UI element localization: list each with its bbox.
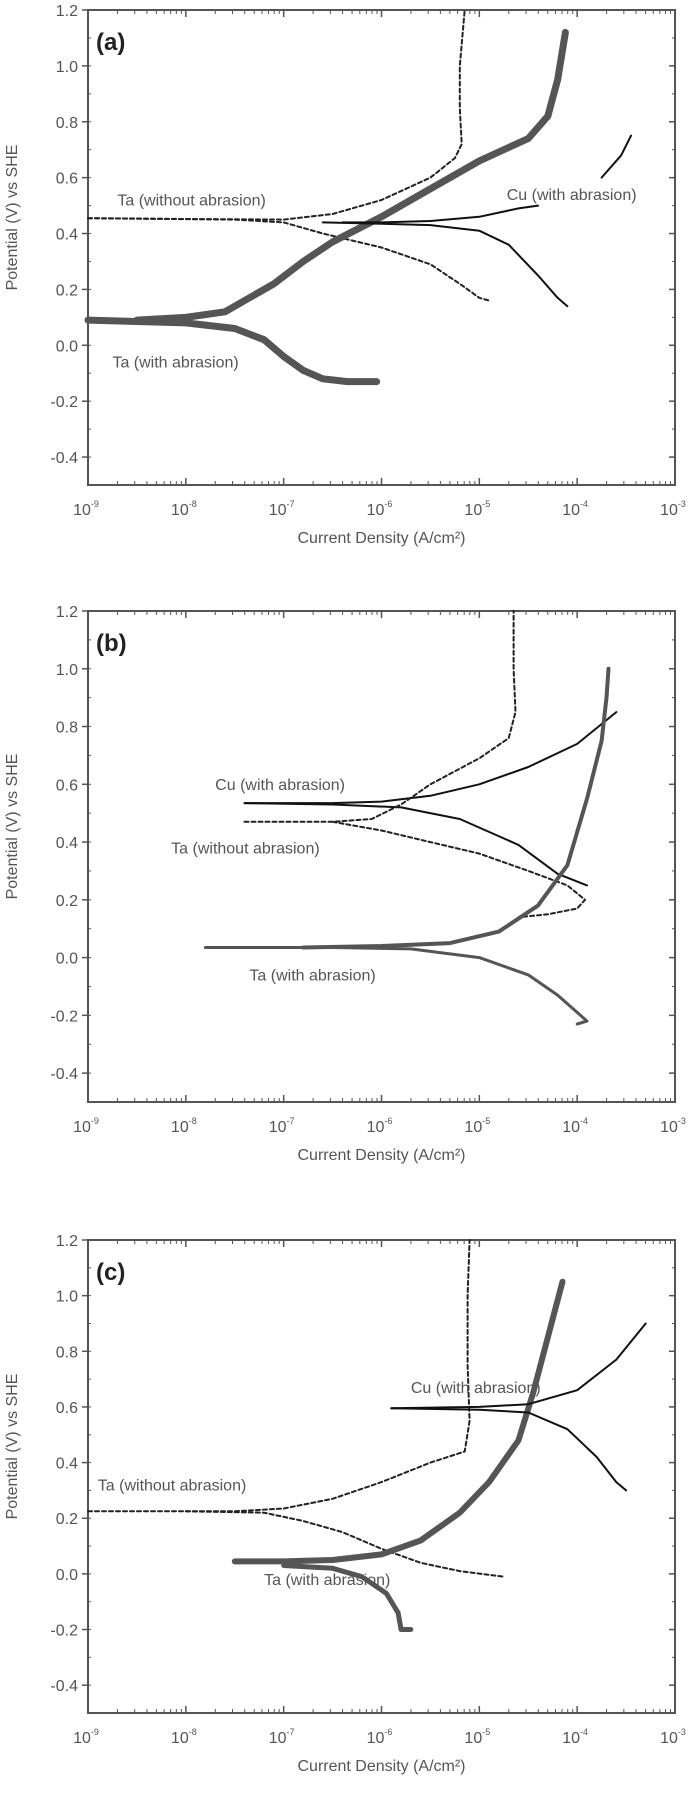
x-tick-label: 10-7 (269, 499, 295, 519)
curve-ta-without-abrasion-cathodic (184, 1510, 505, 1578)
x-tick-label: 10-6 (367, 1116, 393, 1136)
x-tick-label: 10-9 (73, 499, 99, 519)
x-tick-label: 10-6 (367, 499, 393, 519)
x-tick-label: 10-4 (562, 1116, 588, 1136)
y-tick-label: 0.8 (56, 720, 78, 737)
y-tick-label: 0.4 (56, 1456, 78, 1473)
y-tick-label: -0.2 (50, 394, 78, 411)
y-tick-label: -0.4 (50, 1678, 78, 1695)
y-tick-label: 0.2 (56, 282, 78, 299)
curve-ta-with-abrasion-cathodic (84, 316, 381, 386)
curve-annotation: Ta (without abrasion) (98, 1477, 247, 1494)
x-tick-label: 10-3 (660, 499, 686, 519)
curve-ta-with-abrasion-anodic (231, 1278, 566, 1565)
curve-annotation: Ta (without abrasion) (117, 193, 266, 210)
curve-ta-with-abrasion-cathodic (281, 1563, 414, 1632)
y-tick-label: -0.2 (50, 1008, 78, 1025)
y-tick-label: 1.2 (56, 3, 78, 20)
curve-annotation: Cu (with abrasion) (411, 1380, 541, 1397)
curve-cu-with-abrasion-cathodic (321, 221, 569, 308)
panel-c: 1.2 1.0 0.8 0.6 0.4 0.2 0.0 -0.2 -0.4 10-9 10-8 10-… (4, 1233, 686, 1775)
y-tick-label: -0.2 (50, 1623, 78, 1640)
y-tick-label: 0.6 (56, 171, 78, 188)
y-tick-label: 0.4 (56, 835, 78, 852)
x-axis-title: Current Density (A/cm²) (297, 1758, 465, 1775)
y-tick-label: 0.0 (56, 338, 78, 355)
x-tick-label: 10-8 (171, 1727, 197, 1747)
y-tick-label: -0.4 (50, 450, 78, 467)
curve-annotation: Ta (with abrasion) (249, 968, 375, 985)
x-tick-label: 10-8 (171, 1116, 197, 1136)
curve-ta-without-abrasion-anodic (243, 610, 517, 823)
y-tick-label: 1.2 (56, 604, 78, 621)
y-tick-label: 0.2 (56, 1511, 78, 1528)
x-tick-label: 10-4 (562, 499, 588, 519)
curve-ta-without-abrasion-anodic (87, 9, 466, 221)
curve-annotation: Cu (with abrasion) (215, 777, 345, 794)
curve-annotation: Ta (with abrasion) (264, 1572, 390, 1589)
y-tick-label: 0.0 (56, 951, 78, 968)
y-tick-label: 1.0 (56, 1289, 78, 1306)
y-tick-label: 1.2 (56, 1233, 78, 1250)
curve-ta-without-abrasion-anodic (87, 1239, 471, 1513)
x-tick-label: 10-3 (660, 1727, 686, 1747)
x-tick-label: 10-9 (73, 1727, 99, 1747)
y-axis-title: Potential (V) vs SHE (4, 754, 21, 900)
curve-annotation: Ta (without abrasion) (171, 841, 320, 858)
curve-cu-with-abrasion-upper-branch (600, 134, 632, 179)
y-tick-label: 0.6 (56, 777, 78, 794)
y-tick-label: 0.6 (56, 1400, 78, 1417)
curve-ta-without-abrasion-cathodic (87, 217, 491, 302)
y-tick-label: 1.0 (56, 662, 78, 679)
x-tick-label: 10-8 (171, 499, 197, 519)
curve-ta-with-abrasion-anodic (301, 666, 611, 950)
panel-label: (b) (96, 630, 127, 657)
y-tick-label: 0.8 (56, 115, 78, 132)
curve-annotation: Ta (with abrasion) (112, 355, 238, 372)
curve-cu-with-abrasion-anodic (390, 1322, 647, 1410)
x-tick-label: 10-5 (464, 1116, 490, 1136)
curve-annotation: Cu (with abrasion) (507, 187, 637, 204)
y-tick-label: 0.0 (56, 1567, 78, 1584)
x-axis-title: Current Density (A/cm²) (297, 1147, 465, 1164)
curve-ta-with-abrasion-anodic (133, 28, 569, 324)
x-axis-title: Current Density (A/cm²) (297, 530, 465, 547)
x-tick-label: 10-5 (464, 1727, 490, 1747)
y-axis-title: Potential (V) vs SHE (4, 1374, 21, 1520)
y-tick-label: 0.8 (56, 1344, 78, 1361)
y-tick-label: 1.0 (56, 59, 78, 76)
x-tick-label: 10-6 (367, 1727, 393, 1747)
curve-cu-with-abrasion-cathodic (390, 1407, 628, 1492)
x-tick-label: 10-3 (660, 1116, 686, 1136)
curve-cu-with-abrasion-anodic (243, 711, 618, 805)
curve-ta-without-abrasion-cathodic (331, 820, 586, 919)
y-axis-title: Potential (V) vs SHE (4, 145, 21, 291)
x-tick-label: 10-9 (73, 1116, 99, 1136)
panel-label: (c) (96, 1259, 125, 1286)
curve-ta-with-abrasion-cathodic (203, 946, 589, 1026)
y-tick-label: -0.4 (50, 1066, 78, 1083)
x-tick-label: 10-5 (464, 499, 490, 519)
y-tick-label: 0.4 (56, 227, 78, 244)
x-tick-label: 10-7 (269, 1727, 295, 1747)
y-tick-label: 0.2 (56, 893, 78, 910)
panel-label: (a) (96, 29, 125, 56)
x-tick-label: 10-4 (562, 1727, 588, 1747)
panel-a: 1.2 1.0 0.8 0.6 0.4 0.2 0.0 -0.2 -0.4 10-9 10-8 10-… (4, 3, 686, 547)
curve-cu-with-abrasion-anodic (341, 204, 539, 224)
curve-cu-with-abrasion-cathodic (243, 802, 588, 887)
panel-b: 1.2 1.0 0.8 0.6 0.4 0.2 0.0 -0.2 -0.4 10-9 10-8 10-… (4, 604, 686, 1164)
x-tick-label: 10-7 (269, 1116, 295, 1136)
